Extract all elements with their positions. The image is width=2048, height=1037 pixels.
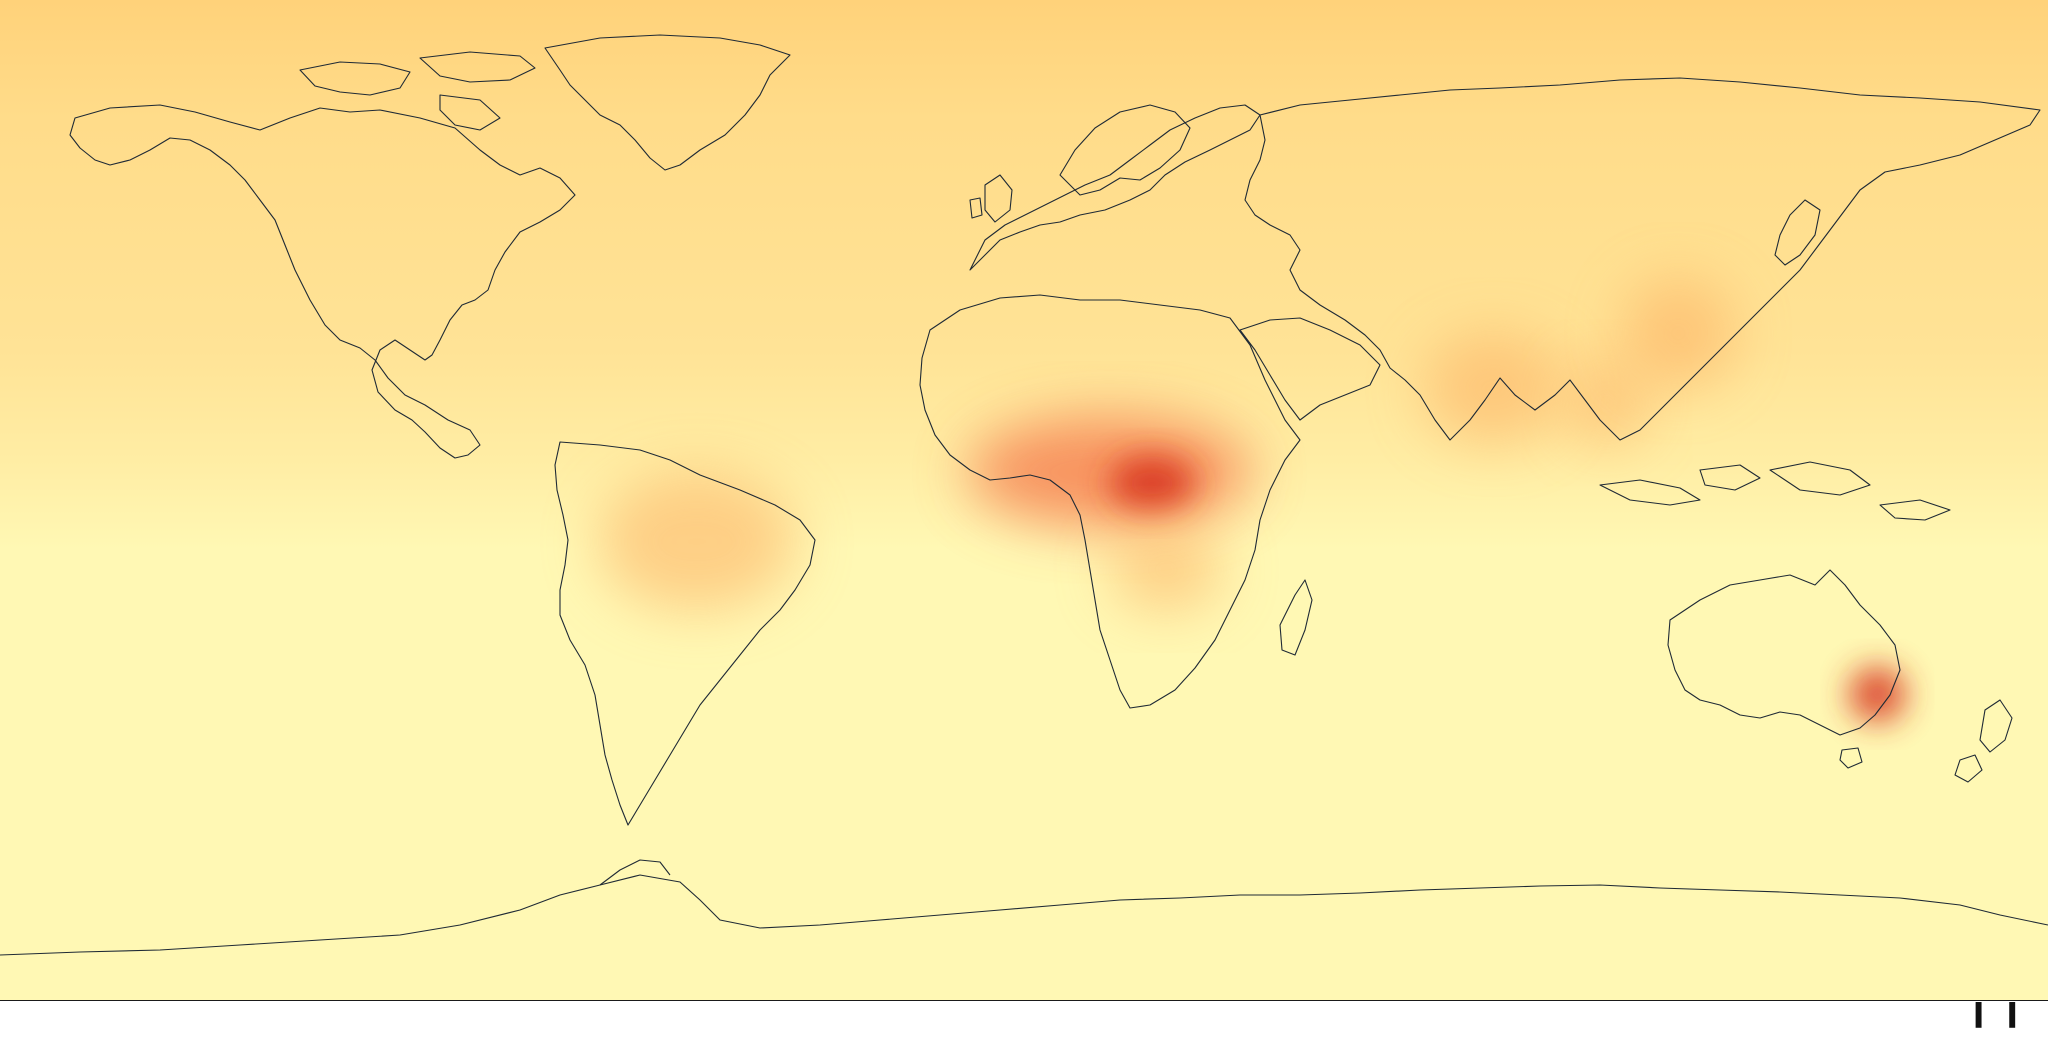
coastline-tasmania (1839, 747, 1863, 769)
heat-region-amazon (597, 472, 797, 612)
coastline-antarctica (0, 874, 2048, 956)
bottom-rule (0, 1000, 2048, 1001)
heat-region-southern-africa (1109, 527, 1224, 612)
coastline-australia (1667, 569, 1901, 736)
map-canvas (0, 0, 2048, 1000)
coastline-arabia (1239, 317, 1381, 421)
heat-region-southeast-australia (1848, 666, 1906, 723)
heat-layer (597, 277, 1906, 723)
coastline-new-zealand (1954, 699, 2013, 783)
heat-region-congo-basin (1109, 455, 1195, 512)
edge-glyphs: ll (1972, 997, 2040, 1037)
heat-region-eastern-china (1621, 277, 1736, 389)
coastline-europe (969, 104, 1261, 271)
coastline-japan (1774, 199, 1821, 266)
coastline-arctic-islands (299, 51, 536, 131)
coastlines (0, 34, 2048, 956)
coastline-madagascar (1279, 579, 1313, 656)
coastline-south-america (554, 441, 816, 826)
coastline-british-isles (969, 174, 1013, 223)
coastline-indonesia (1599, 461, 1951, 521)
coastline-asia (1244, 77, 2041, 441)
bottom-strip: ll (0, 1000, 2048, 1034)
coastline-antarctic-peninsula (599, 859, 671, 886)
world-map (0, 0, 2048, 1000)
heat-region-india (1422, 333, 1565, 445)
coastline-africa (919, 294, 1301, 709)
coastline-greenland (544, 34, 791, 171)
heat-region-central-africa (967, 416, 1252, 528)
heat-region-southeast-asia (1564, 361, 1650, 445)
coastline-scandinavia (1059, 104, 1191, 196)
coastline-north-america (69, 104, 576, 459)
